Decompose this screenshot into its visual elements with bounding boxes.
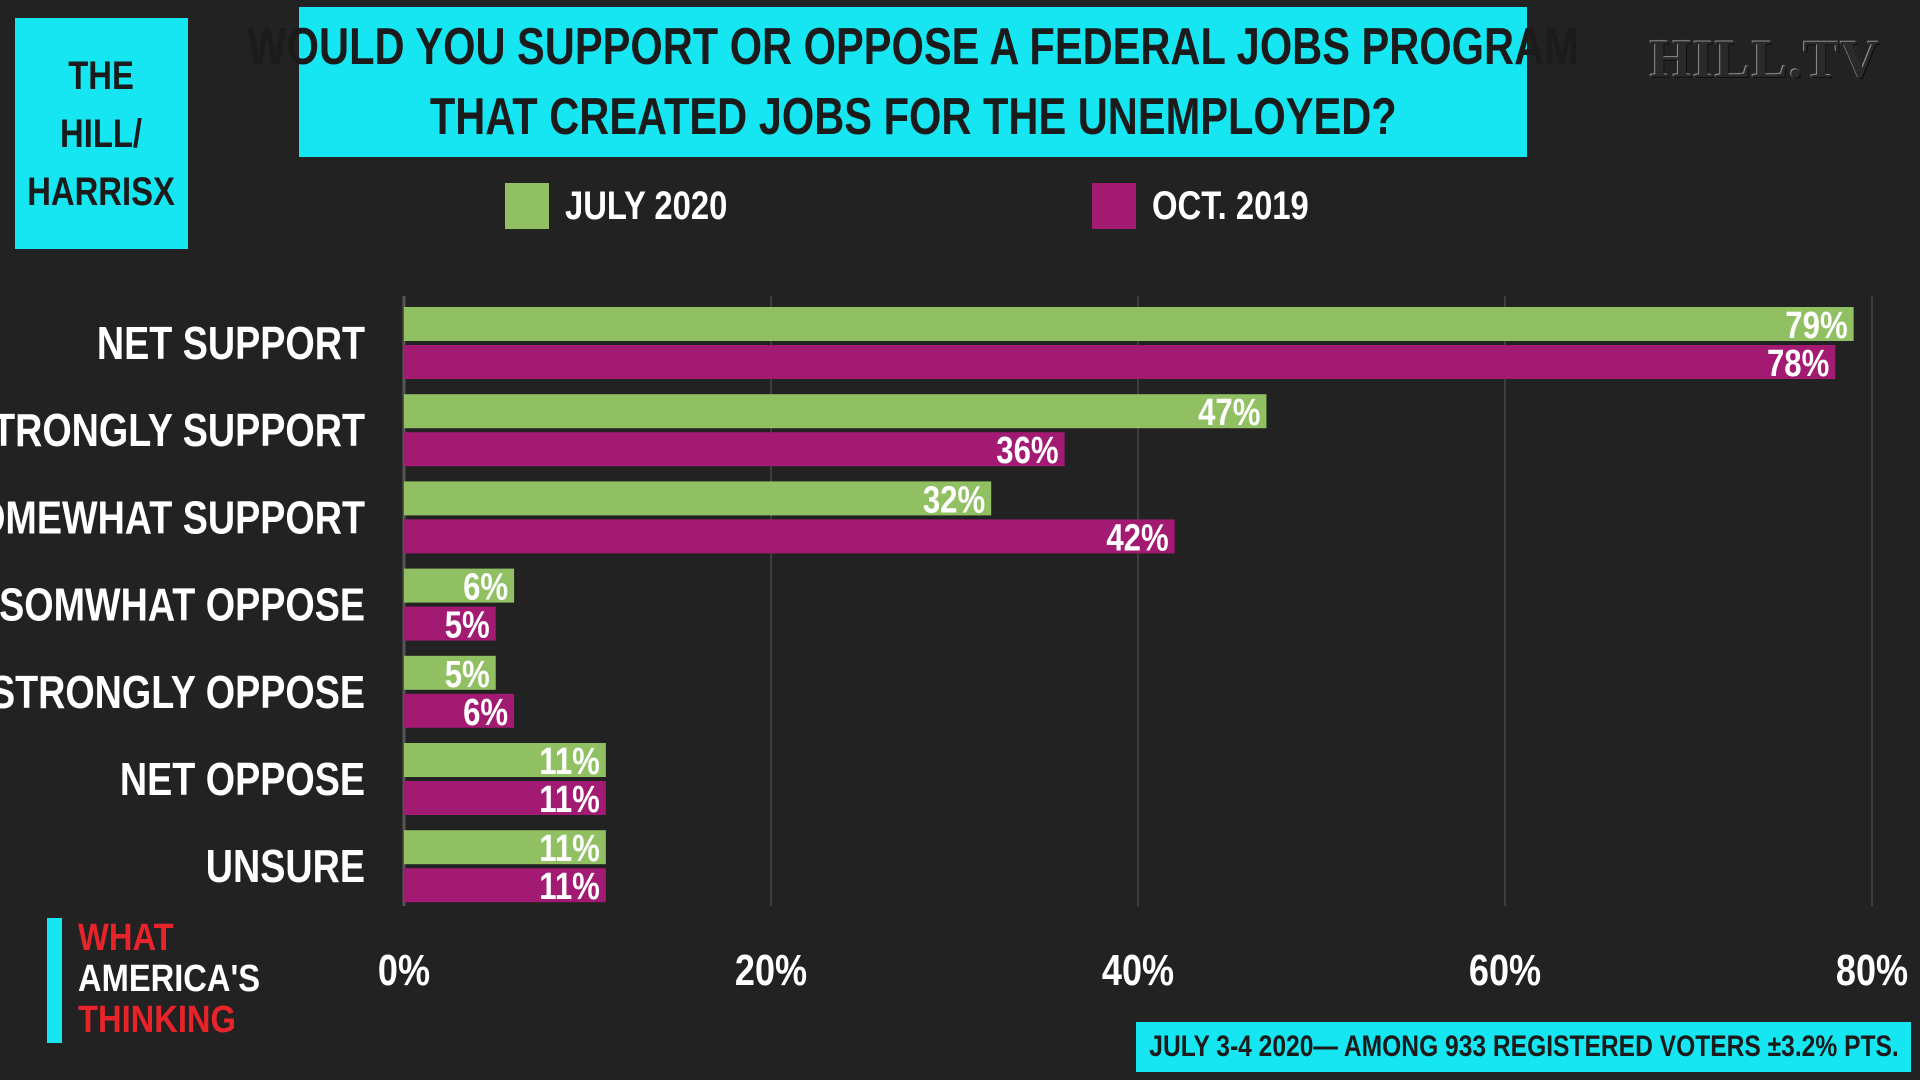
category-label: NET OPPOSE [120,753,365,804]
data-label: 47% [1198,392,1260,434]
category-label: SOMWHAT OPPOSE [0,579,365,630]
category-label: STRONGLY SUPPORT [0,405,365,456]
bar-july-2020 [404,481,992,516]
x-tick-label: 80% [1836,946,1908,995]
data-label: 6% [463,692,508,734]
survey-footnote: JULY 3-4 2020— AMONG 933 REGISTERED VOTE… [1136,1022,1911,1072]
data-label: 6% [463,567,508,609]
logo-line-2: AMERICA'S [78,958,261,1000]
legend-swatch-july-2020 [505,183,549,229]
title-line-2: THAT CREATED JOBS FOR THE UNEMPLOYED? [429,88,1397,146]
data-label: 78% [1767,343,1829,385]
x-tick-label: 40% [1102,946,1174,995]
logo-line-1: WHAT [78,917,174,959]
data-label: 5% [445,605,490,647]
source-box: THE HILL/ HARRISX [15,18,188,249]
bar-july-2020 [404,655,496,690]
bar-july-2020 [404,568,515,603]
source-line-2: HARRISX [27,169,176,214]
category-label: NET SUPPORT [97,317,365,368]
category-label: UNSURE [206,841,365,892]
what-americas-thinking-logo: WHAT AMERICA'S THINKING [47,918,290,1043]
legend-item-oct-2019: OCT. 2019 [1092,183,1343,229]
bar-oct-2019 [404,868,606,903]
legend-label-oct-2019: OCT. 2019 [1152,183,1309,228]
bar-oct-2019 [404,781,606,815]
footnote-text: JULY 3-4 2020— AMONG 933 REGISTERED VOTE… [1148,1030,1899,1063]
legend-label-july-2020: JULY 2020 [565,183,728,228]
bar-oct-2019 [404,345,1836,379]
category-label: SOMEWHAT SUPPORT [0,492,365,543]
x-tick-label: 20% [735,946,807,995]
x-tick-label: 0% [378,946,430,995]
data-label: 36% [996,430,1058,472]
bar-july-2020 [404,394,1267,429]
source-line-1: THE HILL/ [60,53,143,156]
data-label: 11% [539,741,600,783]
logo-line-3: THINKING [78,999,236,1041]
data-label: 42% [1106,518,1168,560]
data-label: 11% [539,779,600,821]
legend-swatch-oct-2019 [1092,183,1136,229]
data-label: 32% [923,480,985,522]
legend-item-july-2020: JULY 2020 [505,183,763,229]
data-label: 11% [539,828,600,870]
category-label: STRONGLY OPPOSE [0,666,365,717]
bar-oct-2019 [404,432,1065,467]
data-label: 79% [1785,305,1847,347]
hill-tv-logo: HILL.TV [1649,29,1881,89]
data-label: 11% [539,866,600,908]
bar-oct-2019 [404,693,515,728]
data-label: 5% [445,654,490,696]
bar-oct-2019 [404,606,496,641]
x-tick-label: 60% [1469,946,1541,995]
bar-july-2020 [404,307,1854,341]
chart-title: WOULD YOU SUPPORT OR OPPOSE A FEDERAL JO… [247,7,1579,157]
bar-july-2020 [404,743,606,777]
title-line-1: WOULD YOU SUPPORT OR OPPOSE A FEDERAL JO… [247,18,1579,76]
bar-oct-2019 [404,519,1175,554]
bar-july-2020 [404,830,606,865]
